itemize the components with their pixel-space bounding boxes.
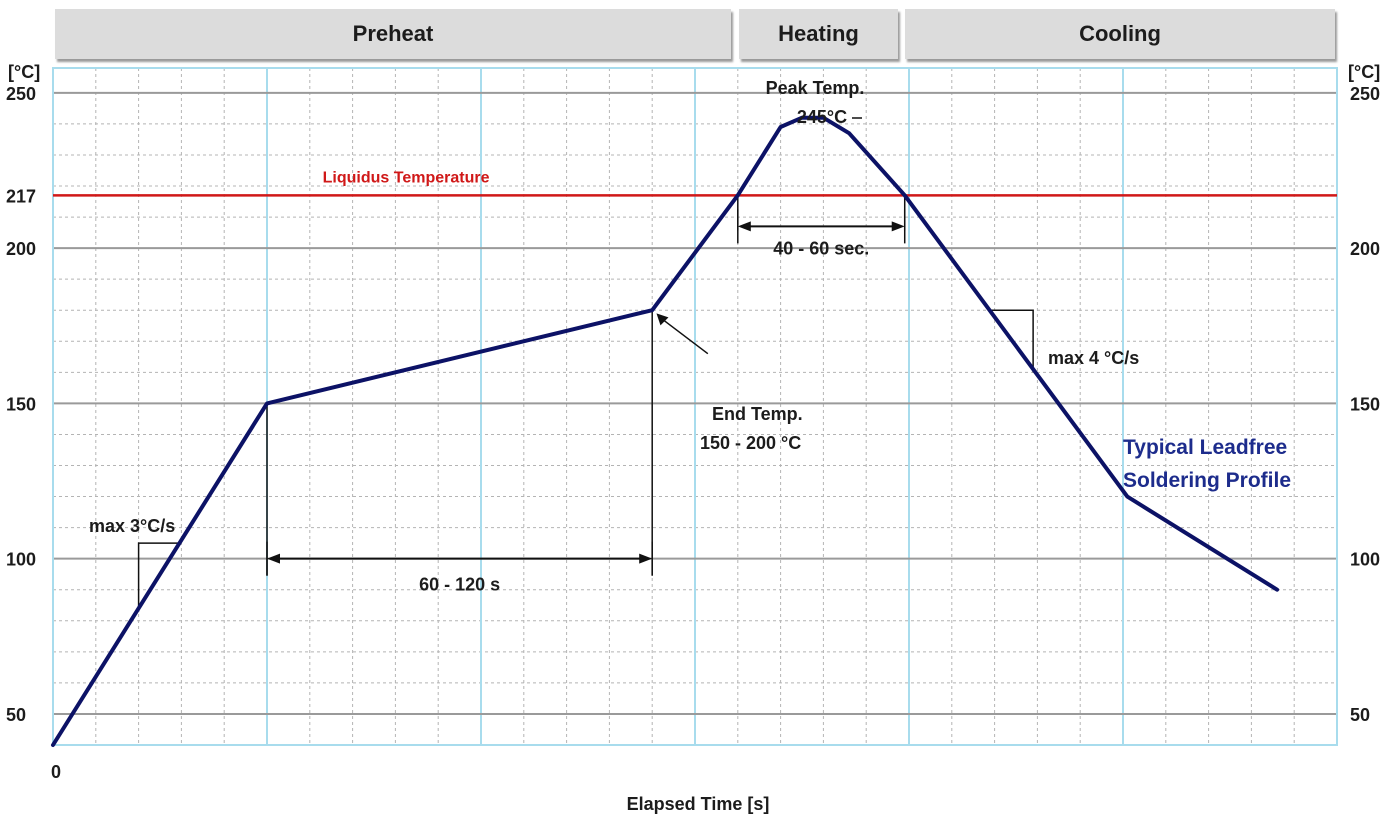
liquidus-span-label: 40 - 60 sec. xyxy=(773,238,869,258)
y-tick-label-left: 150 xyxy=(6,394,36,414)
phase-bar-cooling xyxy=(905,9,1335,59)
peak-temp-label-line2: 245°C xyxy=(797,107,847,127)
ramp-up-label: max 3°C/s xyxy=(89,516,175,536)
phase-label-cooling: Cooling xyxy=(1079,21,1161,46)
preheat-span-arrowhead-right xyxy=(639,553,653,564)
end-temp-label-line2: 150 - 200 °C xyxy=(700,433,801,453)
ramp-down-label: max 4 °C/s xyxy=(1048,348,1139,368)
series xyxy=(51,115,1280,747)
y-tick-label-right: 250 xyxy=(1350,84,1380,104)
liquidus-span-arrowhead-left xyxy=(737,221,751,232)
profile-title-line1: Typical Leadfree xyxy=(1123,436,1287,459)
liquidus-label: Liquidus Temperature xyxy=(323,169,490,186)
ramp-up-slope-marker xyxy=(137,542,182,612)
phase-bar-heating xyxy=(739,9,898,59)
plot-frame xyxy=(52,67,1338,746)
y-tick-label-left: 217 xyxy=(6,186,36,206)
text-labels: Liquidus Temperature 60 - 120 s 40 - 60 se… xyxy=(6,62,1380,814)
phase-label-preheat: Preheat xyxy=(352,21,434,46)
y-axis-label-right: [°C] xyxy=(1348,62,1380,82)
x-origin-label: 0 xyxy=(51,762,61,782)
end-temp-label-line1: End Temp. xyxy=(712,404,803,424)
peak-temp-label-line1: Peak Temp. xyxy=(766,78,865,98)
y-tick-label-left: 100 xyxy=(6,550,36,570)
profile-title-line2: Soldering Profile xyxy=(1123,469,1291,492)
ramp-down-slope-marker xyxy=(990,309,1034,373)
y-tick-label-right: 50 xyxy=(1350,705,1370,725)
profile-curve xyxy=(51,115,1280,747)
x-axis-label: Elapsed Time [s] xyxy=(627,794,770,814)
annotations xyxy=(137,117,1034,612)
y-tick-label-left: 50 xyxy=(6,705,26,725)
y-tick-label-right: 100 xyxy=(1350,550,1380,570)
preheat-span-arrowhead-left xyxy=(267,553,280,564)
y-tick-label-left: 200 xyxy=(6,239,36,259)
liquidus-span-arrowhead-right xyxy=(891,221,905,232)
phase-bar-preheat xyxy=(55,9,731,59)
y-tick-label-right: 150 xyxy=(1350,394,1380,414)
end-temp-pointer-head xyxy=(656,313,669,326)
y-tick-label-right: 200 xyxy=(1350,239,1380,259)
grid xyxy=(52,67,1338,746)
phase-label-heating: Heating xyxy=(778,21,859,46)
y-axis-label-left: [°C] xyxy=(8,62,40,82)
y-tick-label-left: 250 xyxy=(6,84,36,104)
end-temp-pointer-line xyxy=(662,318,709,355)
preheat-span-label: 60 - 120 s xyxy=(419,575,500,595)
